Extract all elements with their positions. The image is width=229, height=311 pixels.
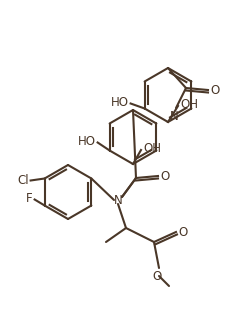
Text: N: N [170, 110, 178, 123]
Text: O: O [152, 270, 162, 283]
Text: Cl: Cl [17, 174, 29, 187]
Text: O: O [178, 225, 187, 239]
Text: HO: HO [78, 135, 96, 148]
Text: OH: OH [180, 98, 198, 110]
Text: O: O [160, 170, 169, 183]
Text: HO: HO [111, 96, 129, 109]
Text: OH: OH [143, 142, 161, 155]
Text: F: F [26, 192, 33, 205]
Text: O: O [210, 85, 219, 98]
Text: N: N [114, 193, 122, 207]
